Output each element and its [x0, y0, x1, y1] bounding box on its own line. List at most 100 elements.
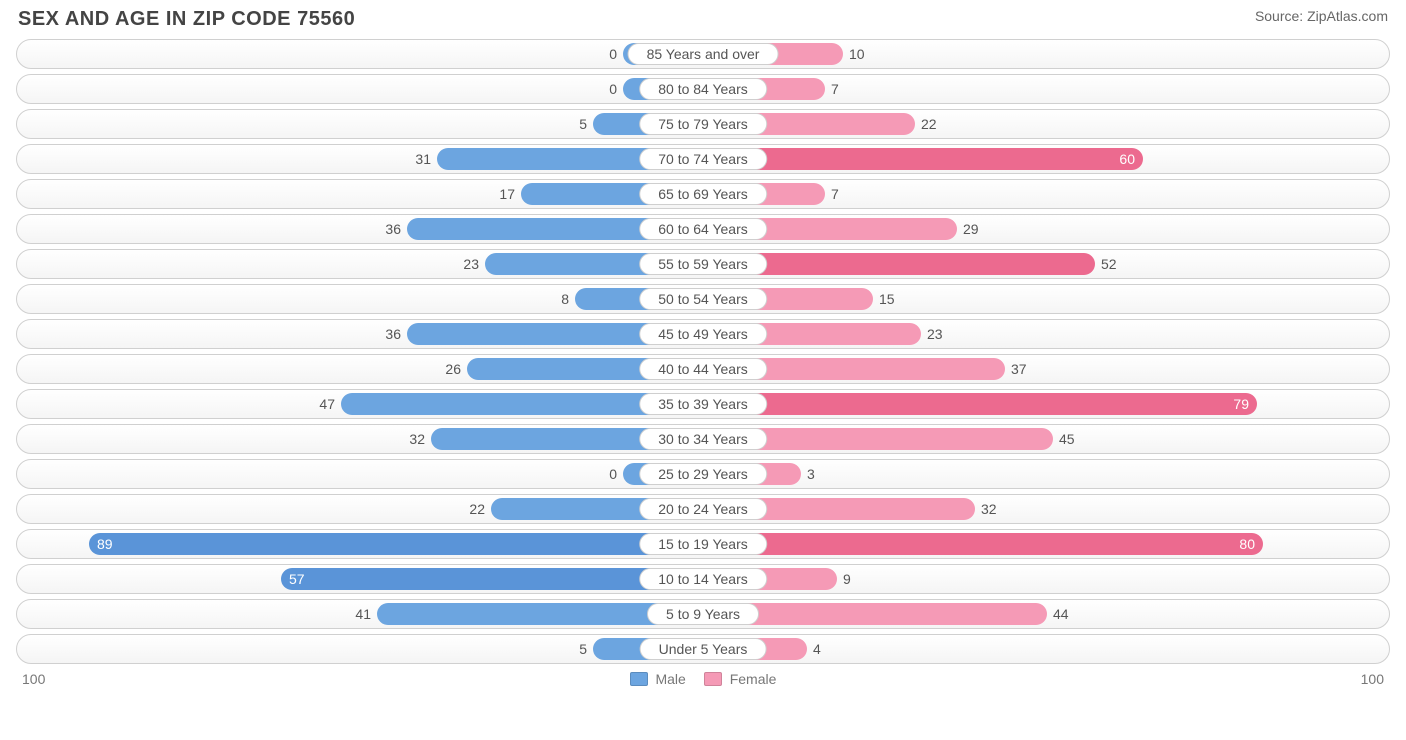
- age-group-label: 80 to 84 Years: [639, 78, 767, 100]
- female-bar: 80: [703, 533, 1263, 555]
- chart-row: 23 52 55 to 59 Years: [16, 247, 1390, 282]
- chart-title: SEX AND AGE IN ZIP CODE 75560: [18, 8, 355, 31]
- age-group-label: 5 to 9 Years: [647, 603, 759, 625]
- legend-female: Female: [704, 671, 777, 687]
- chart-row: 60 31 70 to 74 Years: [16, 142, 1390, 177]
- chart-footer: 100 Male Female 100: [0, 667, 1406, 687]
- row-track: 17 7 65 to 69 Years: [16, 179, 1390, 209]
- male-value: 5: [579, 641, 587, 657]
- female-bar: 60: [703, 148, 1143, 170]
- female-value: 9: [843, 571, 851, 587]
- male-value: 32: [409, 431, 425, 447]
- age-group-label: 35 to 39 Years: [639, 393, 767, 415]
- chart-row: 22 32 20 to 24 Years: [16, 492, 1390, 527]
- female-value: 22: [921, 116, 937, 132]
- male-value: 41: [355, 606, 371, 622]
- female-value: 45: [1059, 431, 1075, 447]
- male-value: 26: [445, 361, 461, 377]
- chart-row: 41 44 5 to 9 Years: [16, 597, 1390, 632]
- legend-male: Male: [630, 671, 686, 687]
- chart-row: 17 7 65 to 69 Years: [16, 177, 1390, 212]
- legend-male-label: Male: [655, 671, 685, 687]
- chart-header: SEX AND AGE IN ZIP CODE 75560 Source: Zi…: [0, 0, 1406, 35]
- chart-row: 32 45 30 to 34 Years: [16, 422, 1390, 457]
- male-value: 36: [385, 221, 401, 237]
- row-track: 794735 to 39 Years: [16, 389, 1390, 419]
- male-value: 0: [609, 81, 617, 97]
- male-value: 5: [579, 116, 587, 132]
- female-value: 23: [927, 326, 943, 342]
- female-value: 32: [981, 501, 997, 517]
- female-value: 44: [1053, 606, 1069, 622]
- female-swatch: [704, 672, 722, 686]
- female-value: 29: [963, 221, 979, 237]
- pyramid-chart: 0 10 85 Years and over 0 7 80 to 84 Years 5 22 7…: [0, 35, 1406, 667]
- female-value: 79: [1233, 396, 1249, 412]
- row-track: 8 15 50 to 54 Years: [16, 284, 1390, 314]
- row-track: 57 9 10 to 14 Years: [16, 564, 1390, 594]
- row-track: 26 37 40 to 44 Years: [16, 354, 1390, 384]
- male-swatch: [630, 672, 648, 686]
- female-value: 7: [831, 81, 839, 97]
- chart-row: 36 23 45 to 49 Years: [16, 317, 1390, 352]
- male-value: 57: [289, 571, 305, 587]
- age-group-label: Under 5 Years: [640, 638, 767, 660]
- female-value: 7: [831, 186, 839, 202]
- age-group-label: 50 to 54 Years: [639, 288, 767, 310]
- row-track: 898015 to 19 Years: [16, 529, 1390, 559]
- female-value: 10: [849, 46, 865, 62]
- age-group-label: 10 to 14 Years: [639, 568, 767, 590]
- row-track: 36 29 60 to 64 Years: [16, 214, 1390, 244]
- male-value: 36: [385, 326, 401, 342]
- axis-max-left: 100: [22, 671, 45, 687]
- male-bar: 89: [89, 533, 703, 555]
- age-group-label: 85 Years and over: [628, 43, 779, 65]
- male-value: 22: [469, 501, 485, 517]
- age-group-label: 20 to 24 Years: [639, 498, 767, 520]
- chart-row: 5 4 Under 5 Years: [16, 632, 1390, 667]
- male-value: 89: [97, 536, 113, 552]
- age-group-label: 30 to 34 Years: [639, 428, 767, 450]
- male-value: 8: [561, 291, 569, 307]
- male-value: 0: [609, 466, 617, 482]
- legend: Male Female: [45, 671, 1360, 687]
- chart-row: 57 9 10 to 14 Years: [16, 562, 1390, 597]
- age-group-label: 40 to 44 Years: [639, 358, 767, 380]
- male-value: 0: [609, 46, 617, 62]
- age-group-label: 55 to 59 Years: [639, 253, 767, 275]
- female-value: 4: [813, 641, 821, 657]
- row-track: 41 44 5 to 9 Years: [16, 599, 1390, 629]
- row-track: 5 22 75 to 79 Years: [16, 109, 1390, 139]
- row-track: 22 32 20 to 24 Years: [16, 494, 1390, 524]
- chart-row: 898015 to 19 Years: [16, 527, 1390, 562]
- row-track: 0 10 85 Years and over: [16, 39, 1390, 69]
- chart-row: 26 37 40 to 44 Years: [16, 352, 1390, 387]
- age-group-label: 25 to 29 Years: [639, 463, 767, 485]
- age-group-label: 75 to 79 Years: [639, 113, 767, 135]
- female-value: 37: [1011, 361, 1027, 377]
- male-value: 17: [499, 186, 515, 202]
- age-group-label: 70 to 74 Years: [639, 148, 767, 170]
- chart-row: 0 7 80 to 84 Years: [16, 72, 1390, 107]
- female-value: 80: [1239, 536, 1255, 552]
- female-bar: 79: [703, 393, 1257, 415]
- female-value: 15: [879, 291, 895, 307]
- age-group-label: 65 to 69 Years: [639, 183, 767, 205]
- row-track: 60 31 70 to 74 Years: [16, 144, 1390, 174]
- female-value: 52: [1101, 256, 1117, 272]
- row-track: 0325 to 29 Years: [16, 459, 1390, 489]
- row-track: 32 45 30 to 34 Years: [16, 424, 1390, 454]
- chart-source: Source: ZipAtlas.com: [1255, 8, 1388, 24]
- row-track: 0 7 80 to 84 Years: [16, 74, 1390, 104]
- chart-row: 36 29 60 to 64 Years: [16, 212, 1390, 247]
- row-track: 5 4 Under 5 Years: [16, 634, 1390, 664]
- male-value: 23: [463, 256, 479, 272]
- chart-row: 0325 to 29 Years: [16, 457, 1390, 492]
- row-track: 23 52 55 to 59 Years: [16, 249, 1390, 279]
- chart-row: 794735 to 39 Years: [16, 387, 1390, 422]
- age-group-label: 60 to 64 Years: [639, 218, 767, 240]
- age-group-label: 45 to 49 Years: [639, 323, 767, 345]
- male-value: 31: [415, 151, 431, 167]
- chart-row: 5 22 75 to 79 Years: [16, 107, 1390, 142]
- female-value: 60: [1119, 151, 1135, 167]
